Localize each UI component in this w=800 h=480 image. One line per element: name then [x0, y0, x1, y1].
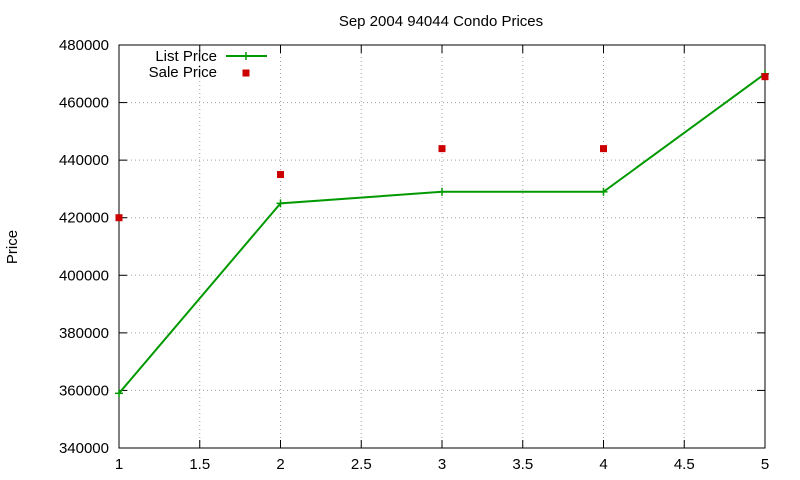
legend-label: Sale Price: [149, 64, 217, 81]
legend-item-sale-price: Sale Price: [149, 64, 250, 81]
legend-marker: [242, 69, 250, 77]
sale-price-point: [600, 145, 607, 153]
y-tick-label: 480000: [59, 37, 109, 54]
y-tick-label: 400000: [59, 267, 109, 284]
sale-price-point: [277, 171, 284, 179]
legend-marker: [242, 52, 250, 60]
sale-price-point: [115, 214, 123, 222]
x-tick-label: 3: [438, 456, 446, 473]
x-tick-label: 3.5: [512, 456, 533, 473]
x-tick-label: 1.5: [189, 456, 210, 473]
series-sale-price: [115, 73, 769, 222]
y-axis-label: Price: [4, 230, 21, 264]
legend-item-list-price: List Price: [155, 48, 267, 65]
list-price-point: [276, 199, 285, 208]
x-tick-label: 4.5: [674, 456, 695, 473]
y-tick-label: 360000: [59, 382, 109, 399]
sale-price-point: [761, 73, 769, 81]
x-tick-label: 1: [115, 456, 123, 473]
axis-ticks: 340000 360000 380000 400000 420000 440000 4600…: [59, 37, 769, 473]
x-tick-label: 2: [276, 456, 284, 473]
x-tick-label: 5: [761, 456, 769, 473]
list-price-point: [438, 187, 446, 196]
series-layer: [115, 69, 769, 398]
y-tick-label: 340000: [59, 440, 109, 457]
list-price-point: [599, 187, 608, 196]
chart-title: Sep 2004 94044 Condo Prices: [339, 13, 543, 30]
grid: [119, 45, 765, 448]
y-tick-label: 460000: [59, 95, 109, 112]
y-tick-label: 380000: [59, 325, 109, 342]
sale-price-point: [438, 145, 446, 153]
legend-label: List Price: [155, 48, 217, 65]
y-tick-label: 420000: [59, 210, 109, 227]
list-price-point: [115, 389, 123, 398]
x-tick-label: 4: [599, 456, 607, 473]
x-tick-label: 2.5: [351, 456, 372, 473]
y-tick-label: 440000: [59, 152, 109, 169]
